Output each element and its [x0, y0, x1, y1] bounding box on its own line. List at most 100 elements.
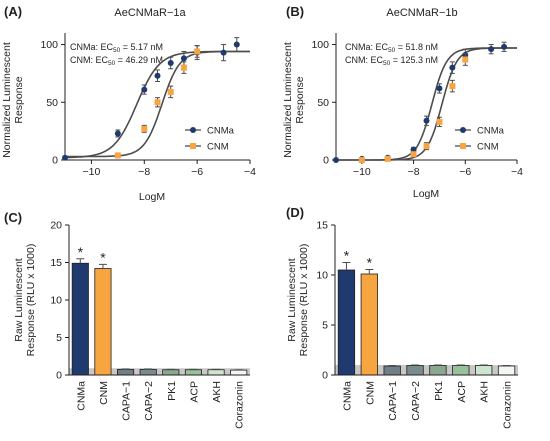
bar-acp-c: [184, 369, 202, 376]
y-axis-label-c-line1: Raw Luminescent: [13, 258, 25, 342]
plot-area-d: * CNMa * CNM CAPA−1 CAPA−2 PK1 ACP AKH Corazonin 0…: [316, 220, 518, 429]
legend-marker-cnm-a: [190, 143, 196, 149]
y-axis-label-b-line2: Response: [294, 76, 306, 123]
bar-capa-2-d: [406, 365, 424, 376]
x-tick-label-b: −8: [408, 166, 420, 178]
legend-label-cnm-b: CNM: [477, 142, 499, 153]
plot-area-b: −10 −8 −6 −4 0 50 100 CNMa CNM: [311, 33, 523, 178]
panel-c: (C) Raw LuminescentResponse (RLU x 1000)…: [4, 210, 250, 429]
bar-capa-1-d: [383, 365, 401, 376]
x-tick-label-a: −4: [244, 166, 256, 178]
y-tick-label-a: 0: [52, 155, 58, 167]
significance-star-d: *: [367, 255, 373, 271]
point-cnma-a: [167, 60, 174, 67]
x-axis-label-a: LogM: [139, 191, 165, 203]
category-label-c: CNM: [98, 381, 110, 405]
point-cnma-b: [449, 64, 456, 71]
panel-letter-c: (C): [4, 210, 22, 225]
chart-title-a: AeCNMaR−1a: [114, 7, 186, 19]
y-axis-label-c: Raw LuminescentResponse (RLU x 1000): [13, 244, 37, 357]
category-label-d: AKH: [479, 381, 491, 403]
legend-label-cnma-b: CNMa: [477, 126, 505, 137]
y-tick-label-d: 15: [316, 220, 328, 232]
bar-capa-1-c: [117, 368, 135, 376]
legend-label-cnm-a: CNM: [207, 142, 229, 153]
point-cnm-b: [384, 155, 391, 162]
panel-letter-b: (B): [286, 4, 304, 19]
category-label-c: CAPA−1: [121, 381, 133, 421]
y-axis-label-d: Raw LuminescentResponse (RLU x 1000): [286, 244, 310, 357]
point-cnm-b: [462, 56, 469, 63]
bar-corazonin-d: [497, 365, 516, 376]
x-tick-label-a: −6: [191, 166, 203, 178]
y-tick-label-a: 50: [46, 97, 58, 109]
baseline-band-c: [69, 368, 250, 375]
legend-marker-cnm-b: [460, 143, 466, 149]
y-tick-label-c: 20: [50, 220, 62, 232]
x-axis-label-b: LogM: [413, 188, 439, 200]
y-axis-label-d-line1: Raw Luminescent: [286, 258, 298, 342]
legend-marker-cnma-b: [460, 127, 466, 133]
y-tick-label-b: 0: [323, 155, 329, 167]
y-axis-label-a-line1: Normalized Luminescent: [1, 42, 13, 158]
y-tick-label-c: 15: [50, 257, 62, 269]
category-label-c: Corazonin: [234, 381, 246, 429]
x-tick-label-a: −8: [138, 166, 150, 178]
point-cnm-a: [114, 152, 121, 159]
significance-star-c: *: [100, 249, 106, 265]
point-cnm-a: [167, 88, 174, 95]
point-cnm-a: [154, 99, 161, 106]
point-cnma-a: [62, 154, 68, 161]
category-label-c: ACP: [188, 381, 200, 403]
x-tick-label-b: −6: [459, 166, 471, 178]
y-tick-label-d: 5: [322, 320, 328, 332]
point-cnma-b: [333, 157, 339, 163]
y-tick-label-c: 0: [56, 370, 62, 382]
point-cnma-b: [423, 117, 430, 124]
legend-marker-cnma-a: [190, 127, 196, 133]
y-tick-label-d: 10: [316, 270, 328, 282]
y-tick-label-d: 0: [322, 370, 328, 382]
baseline-band-d: [335, 365, 518, 375]
ec50-label-a-cnm: CNM: EC50 = 46.29 nM: [70, 55, 163, 67]
legend-label-cnma-a: CNMa: [207, 126, 235, 137]
bar-capa-2-c: [139, 368, 157, 376]
category-label-d: CAPA−1: [387, 381, 399, 421]
bar-pk1-d: [429, 365, 447, 376]
plot-area-a: −10 −8 −6 −4 0 50 100 CNMa CNM: [40, 33, 256, 178]
y-tick-label-c: 10: [50, 295, 62, 307]
bar-akh-c: [207, 369, 225, 376]
point-cnma-b: [488, 46, 495, 53]
panel-b: (B) AeCNMaR−1b Normalized LuminescentRes…: [282, 4, 523, 200]
y-axis-label-d-line2: Response (RLU x 1000): [298, 244, 310, 357]
y-tick-label-a: 100: [40, 39, 58, 51]
bar-cnma-d: [337, 269, 356, 376]
fit-curve-cnm-a: [65, 50, 250, 158]
x-tick-label-a: −10: [83, 166, 101, 178]
ec50-label-a-cnma: CNMa: EC50 = 5.17 nM: [70, 42, 163, 54]
panel-letter-d: (D): [286, 205, 304, 220]
significance-star-c: *: [78, 244, 84, 260]
y-tick-label-b: 50: [317, 97, 329, 109]
category-label-d: CNM: [364, 381, 376, 405]
point-cnma-a: [180, 55, 187, 62]
plot-area-c: * CNMa * CNM CAPA−1 CAPA−2 PK1 ACP AKH Corazonin 0…: [50, 220, 250, 429]
y-tick-label-b: 100: [311, 39, 329, 51]
point-cnma-a: [114, 130, 121, 137]
bar-pk1-c: [162, 369, 180, 376]
y-axis-label-c-line2: Response (RLU x 1000): [25, 244, 37, 357]
point-cnma-b: [501, 43, 508, 50]
category-label-d: Corazonin: [502, 381, 514, 429]
ec50-label-b-cnma: CNMa: EC50 = 51.8 nM: [345, 42, 438, 54]
panel-a: (A) AeCNMaR−1a Normalized LuminescentRes…: [1, 4, 256, 203]
point-cnm-a: [194, 48, 201, 55]
point-cnm-b: [410, 151, 417, 158]
point-cnm-a: [180, 64, 187, 71]
point-cnma-b: [436, 85, 443, 92]
point-cnm-b: [423, 143, 430, 150]
point-cnm-b: [436, 118, 443, 125]
bar-acp-d: [452, 365, 470, 376]
bar-akh-d: [475, 365, 493, 376]
category-label-c: CNMa: [75, 381, 87, 411]
